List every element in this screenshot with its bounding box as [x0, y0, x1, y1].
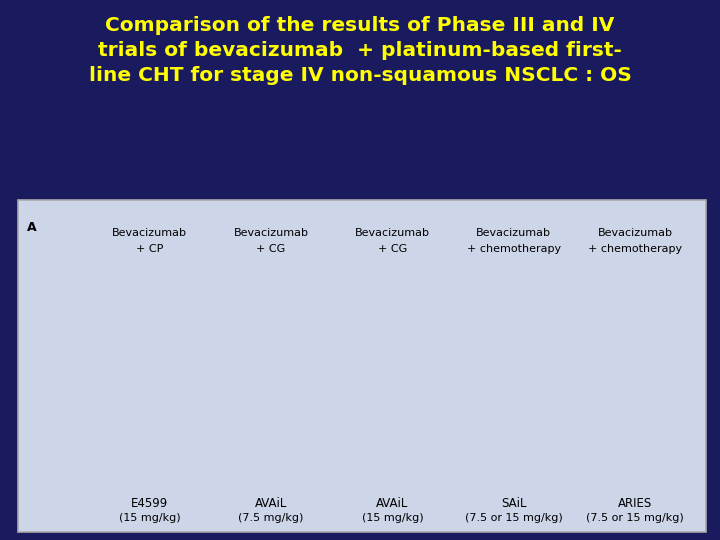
Text: 13.6: 13.6 — [257, 289, 285, 302]
Text: Bevacizumab: Bevacizumab — [112, 227, 187, 238]
Bar — [361, 307, 424, 483]
Text: 13.4: 13.4 — [379, 292, 406, 305]
Text: (15 mg/kg): (15 mg/kg) — [361, 513, 423, 523]
Bar — [603, 308, 667, 483]
Text: E4599: E4599 — [131, 497, 168, 510]
Text: + CG: + CG — [256, 244, 286, 254]
Text: A: A — [27, 221, 36, 234]
Text: (7.5 or 15 mg/kg): (7.5 or 15 mg/kg) — [465, 513, 563, 523]
Text: 13.3*: 13.3* — [618, 293, 652, 306]
Text: Bevacizumab: Bevacizumab — [355, 227, 430, 238]
Text: (7.5 or 15 mg/kg): (7.5 or 15 mg/kg) — [586, 513, 684, 523]
Text: Bevacizumab: Bevacizumab — [477, 227, 552, 238]
Text: AVAiL: AVAiL — [377, 497, 408, 510]
Text: 14.6: 14.6 — [500, 276, 528, 289]
Text: Bevacizumab: Bevacizumab — [598, 227, 672, 238]
Text: (7.5 mg/kg): (7.5 mg/kg) — [238, 513, 304, 523]
Bar — [482, 291, 545, 483]
Text: 12.3: 12.3 — [136, 306, 163, 320]
Text: (15 mg/kg): (15 mg/kg) — [119, 513, 181, 523]
Bar — [118, 321, 181, 483]
Text: Bevacizumab: Bevacizumab — [233, 227, 308, 238]
Text: + CP: + CP — [136, 244, 163, 254]
Text: SAiL: SAiL — [501, 497, 526, 510]
Text: Comparison of the results of Phase III and IV
trials of bevacizumab  + platinum-: Comparison of the results of Phase III a… — [89, 16, 631, 85]
Text: + chemotherapy: + chemotherapy — [467, 244, 561, 254]
Y-axis label: Median OS (months): Median OS (months) — [42, 314, 55, 442]
Text: ARIES: ARIES — [618, 497, 652, 510]
Text: AVAiL: AVAiL — [255, 497, 287, 510]
Text: + CG: + CG — [378, 244, 407, 254]
Bar — [240, 304, 302, 483]
Text: + chemotherapy: + chemotherapy — [588, 244, 683, 254]
